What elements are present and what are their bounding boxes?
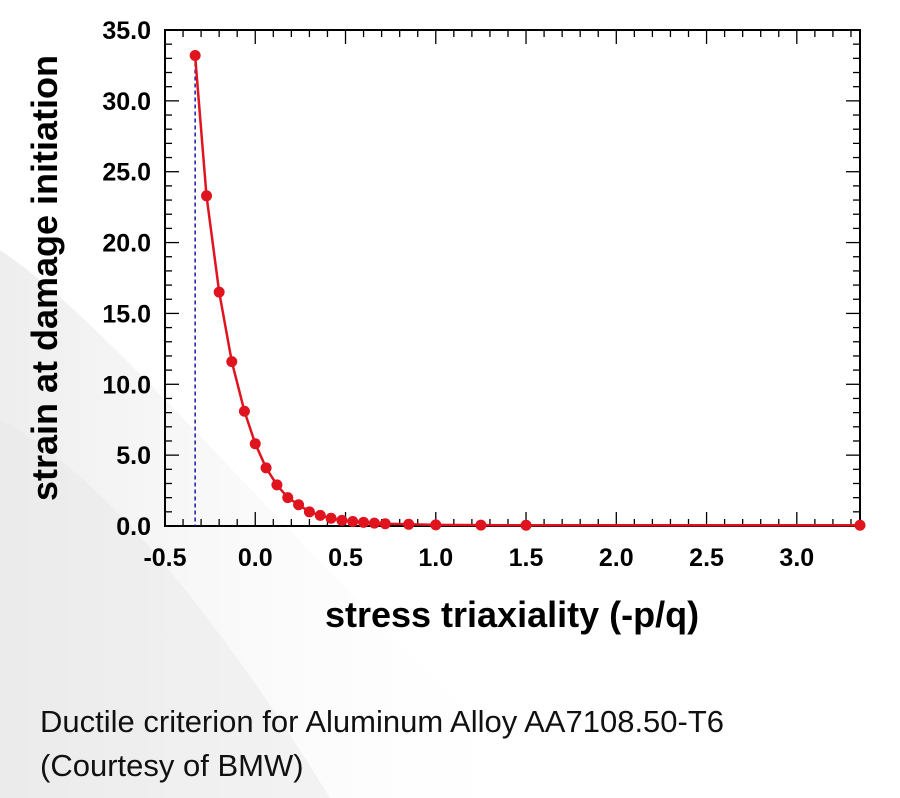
- plot-frame: [164, 29, 861, 527]
- data-point: [293, 499, 305, 511]
- data-point: [403, 518, 415, 530]
- caption-line-2: (Courtesy of BMW): [40, 748, 304, 783]
- data-point: [358, 516, 370, 528]
- x-tick-label: 0.0: [238, 544, 273, 572]
- data-point: [201, 190, 213, 202]
- y-axis-title: strain at damage initiation: [24, 55, 65, 501]
- data-point: [368, 517, 380, 529]
- y-tick-label: 25.0: [102, 159, 151, 187]
- x-tick-label: 1.0: [418, 544, 453, 572]
- x-tick-label: 2.0: [599, 544, 634, 572]
- chart: -0.5 0.0 0.5 1.0 1.5 2.0 2.5 3.0 0.0 5.0 10.0 15.0…: [24, 17, 866, 635]
- data-point: [430, 519, 442, 531]
- data-point: [271, 479, 283, 491]
- data-point: [854, 519, 866, 531]
- y-tick-label: 15.0: [102, 300, 151, 328]
- data-point: [325, 512, 337, 524]
- x-tick-label: 2.5: [689, 544, 724, 572]
- y-tick-label: 30.0: [102, 88, 151, 116]
- y-tick-label: 10.0: [102, 371, 151, 399]
- data-points: [189, 50, 866, 531]
- data-point: [213, 286, 225, 298]
- data-point: [303, 506, 315, 518]
- y-tick-label: 20.0: [102, 230, 151, 258]
- data-point: [249, 438, 261, 450]
- data-point: [379, 518, 391, 530]
- data-point: [226, 356, 238, 368]
- data-point: [260, 462, 272, 474]
- data-point: [520, 519, 532, 531]
- x-tick-label: -0.5: [143, 544, 186, 572]
- data-point: [282, 492, 294, 504]
- data-point: [189, 50, 201, 62]
- x-tick-label: 3.0: [779, 544, 814, 572]
- caption-line-1: Ductile criterion for Aluminum Alloy AA7…: [40, 704, 725, 739]
- data-point: [347, 515, 359, 527]
- x-tick-label: 0.5: [328, 544, 363, 572]
- series-line: [193, 55, 860, 527]
- y-tick-label: 35.0: [102, 17, 151, 45]
- x-tick-labels: -0.5 0.0 0.5 1.0 1.5 2.0 2.5 3.0: [143, 544, 814, 572]
- y-tick-label: 0.0: [116, 513, 151, 541]
- data-point: [336, 514, 348, 526]
- y-ticks: [165, 29, 860, 527]
- x-tick-label: 1.5: [509, 544, 544, 572]
- data-point: [314, 509, 326, 521]
- figure-caption: Ductile criterion for Aluminum Alloy AA7…: [40, 700, 724, 788]
- x-ticks: [164, 30, 852, 526]
- y-tick-label: 5.0: [116, 442, 151, 470]
- data-point: [238, 405, 250, 417]
- y-tick-labels: 0.0 5.0 10.0 15.0 20.0 25.0 30.0 35.0: [102, 17, 151, 541]
- x-axis-title: stress triaxiality (-p/q): [325, 594, 699, 635]
- data-point: [475, 519, 487, 531]
